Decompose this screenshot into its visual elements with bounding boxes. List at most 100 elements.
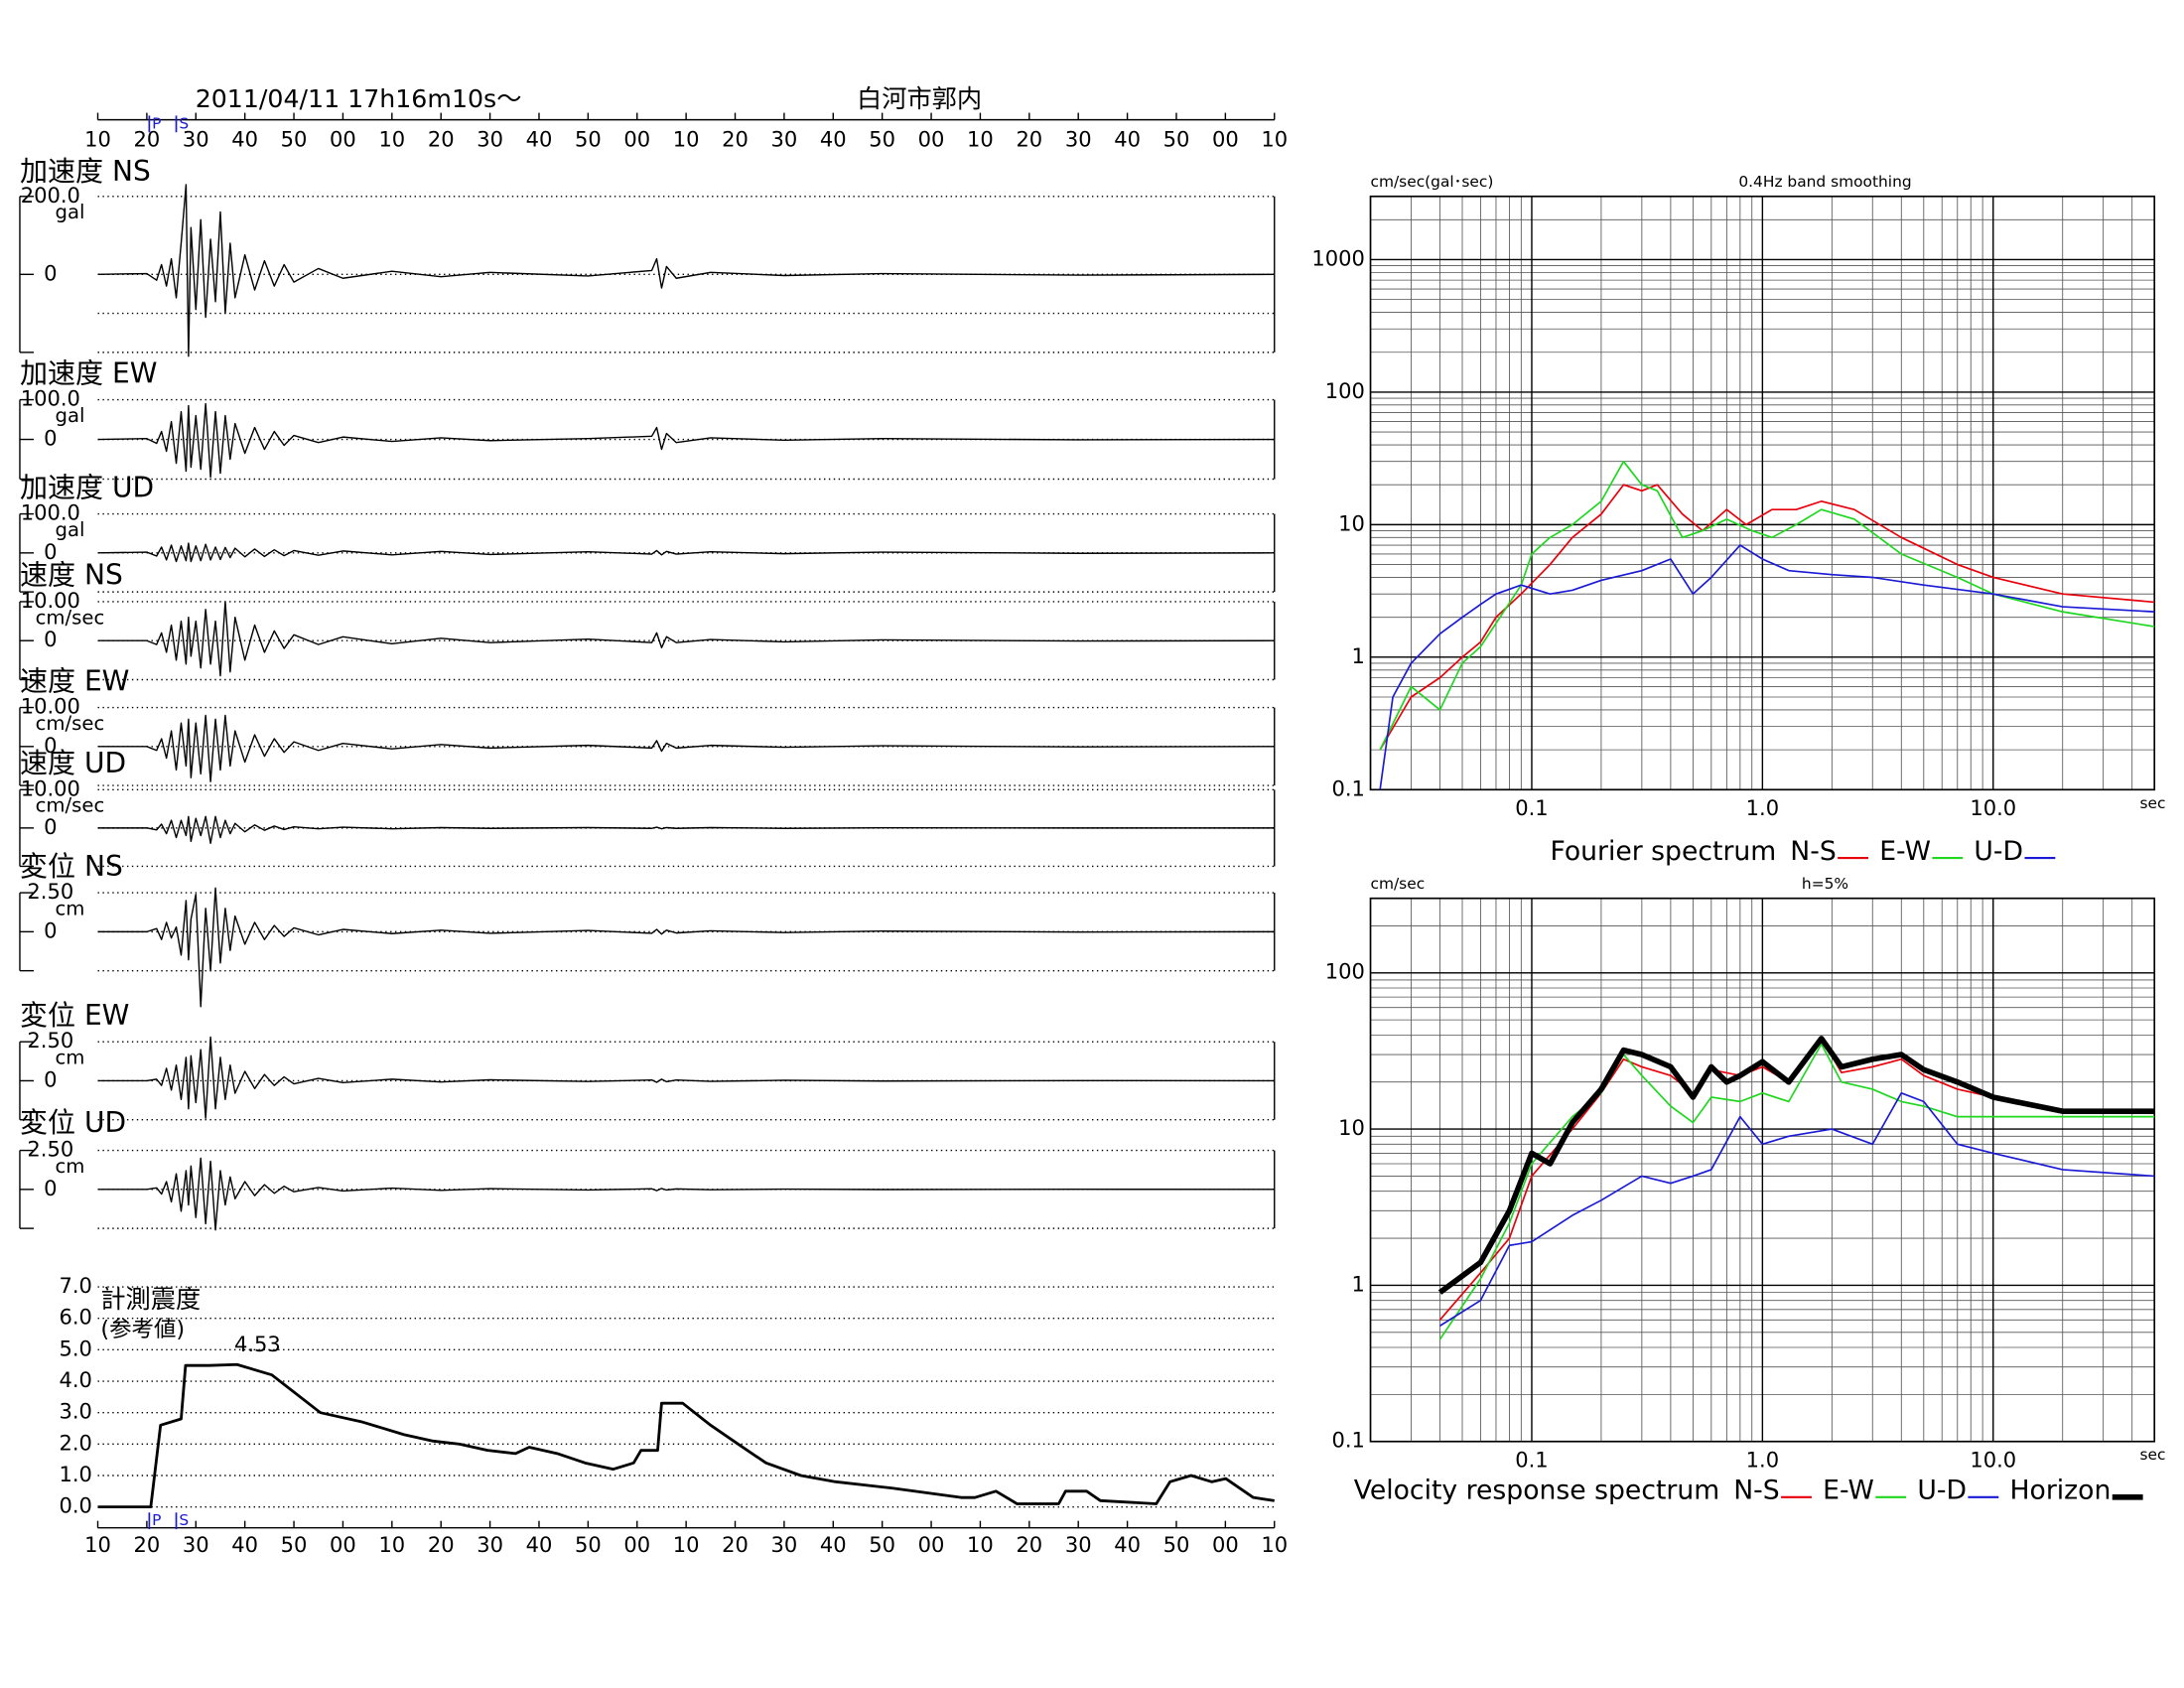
x-tick-label: 20 (134, 1532, 161, 1557)
waveform (97, 402, 1275, 479)
x-tick-label: 10 (84, 1532, 111, 1557)
unit-label: cm (56, 897, 85, 919)
panel-title: 変位 NS (20, 850, 123, 883)
x-tick-label: 30 (771, 1532, 798, 1557)
panel-title: 変位 UD (20, 1106, 126, 1139)
waveform (97, 1036, 1275, 1119)
y-axis-label: cm/sec(gal･sec) (1371, 173, 1494, 191)
x-tick-label: 00 (918, 127, 945, 152)
y-tick-label: 1000 (1311, 245, 1364, 270)
x-tick-label: 00 (623, 1532, 650, 1557)
x-tick-label: 20 (722, 1532, 749, 1557)
peak-annotation: 4.53 (234, 1332, 281, 1356)
waveform (97, 887, 1275, 1008)
unit-label: cm (56, 1047, 85, 1069)
panel-title: 変位 EW (20, 999, 129, 1032)
y-tick-label: 100.0 (21, 386, 80, 411)
y-tick-label: 5.0 (59, 1336, 91, 1360)
x-tick-label: 40 (1114, 127, 1141, 152)
unit-label: cm/sec (36, 794, 105, 817)
x-tick-label: 50 (575, 127, 602, 152)
legend-label: Horizon (2009, 1476, 2111, 1506)
y-tick-label: 10.00 (21, 775, 80, 800)
panel-title: 加速度 NS (20, 155, 151, 188)
x-tick-label: 10.0 (1970, 795, 2016, 820)
y-tick-label: 0 (44, 627, 57, 651)
x-tick-label: 00 (623, 127, 650, 152)
legend-label: N-S (1790, 836, 1836, 867)
legend-title: Velocity response spectrum (1354, 1476, 1720, 1506)
x-tick-label: 50 (1163, 127, 1190, 152)
y-tick-label: 0 (44, 426, 57, 451)
x-tick-label: 20 (1016, 127, 1042, 152)
x-tick-label: 00 (330, 127, 356, 152)
y-tick-label: 2.0 (59, 1430, 91, 1455)
x-tick-label: 1.0 (1746, 1447, 1779, 1472)
x-tick-label: 30 (1065, 127, 1092, 152)
x-tick-label: 10.0 (1970, 1447, 2016, 1472)
y-tick-label: 1 (1352, 1271, 1365, 1296)
x-tick-label: 30 (771, 127, 798, 152)
y-tick-label: 100.0 (21, 500, 80, 525)
waveform (97, 1157, 1275, 1231)
y-tick-label: 200.0 (21, 183, 80, 208)
waveform (97, 542, 1275, 563)
unit-label: gal (55, 518, 84, 541)
phase-label: P (152, 1511, 161, 1529)
y-tick-label: 10 (1338, 510, 1365, 535)
panel-title: 速度 EW (20, 664, 129, 697)
y-tick-label: 0.0 (59, 1493, 91, 1518)
x-tick-label: 10 (1261, 127, 1288, 152)
legend-label: E-W (1823, 1476, 1874, 1506)
x-tick-label: 50 (869, 1532, 895, 1557)
x-tick-label: 30 (477, 1532, 503, 1557)
unit-label: gal (55, 404, 84, 427)
x-tick-label: 40 (231, 1532, 258, 1557)
panel-title: 速度 UD (20, 747, 126, 779)
x-tick-label: 10 (84, 127, 111, 152)
spectrum-line (1379, 484, 2155, 751)
x-tick-label: 20 (722, 127, 749, 152)
x-tick-label: 20 (1016, 1532, 1042, 1557)
y-tick-label: 6.0 (59, 1305, 91, 1330)
subtitle: h=5% (1802, 875, 1848, 893)
x-tick-label: 0.1 (1515, 795, 1548, 820)
legend-label: U-D (1974, 836, 2023, 867)
x-tick-label: 1.0 (1746, 795, 1779, 820)
x-tick-label: 10 (378, 1532, 405, 1557)
x-tick-label: 30 (477, 127, 503, 152)
x-tick-label: 50 (281, 1532, 308, 1557)
y-tick-label: 0 (44, 260, 57, 285)
waveform (97, 601, 1275, 677)
panel-title: 加速度 UD (20, 471, 154, 503)
waveform (97, 184, 1275, 357)
x-tick-label: 40 (526, 127, 553, 152)
x-tick-label: 40 (1114, 1532, 1141, 1557)
unit-label: cm (56, 1155, 85, 1178)
x-tick-label: 40 (526, 1532, 553, 1557)
unit-label: cm/sec (36, 606, 105, 629)
legend-label: U-D (1917, 1476, 1967, 1506)
unit-label: gal (55, 201, 84, 223)
x-tick-label: 20 (428, 1532, 455, 1557)
spectrum-line (1438, 1038, 2155, 1321)
x-tick-label: 50 (575, 1532, 602, 1557)
x-tick-label: 10 (378, 127, 405, 152)
y-tick-label: 10.00 (21, 588, 80, 613)
y-tick-label: 1.0 (59, 1462, 91, 1486)
intensity-line (97, 1362, 1275, 1509)
phase-label: P (152, 114, 161, 132)
panel-title: 加速度 EW (20, 356, 158, 389)
y-tick-label: 0.1 (1331, 775, 1364, 800)
x-tick-label: 10 (967, 1532, 994, 1557)
unit-label: cm/sec (36, 712, 105, 735)
y-axis-label: cm/sec (1371, 875, 1426, 893)
y-tick-label: 0 (44, 1066, 57, 1091)
waveform (97, 815, 1275, 844)
y-tick-label: 10.00 (21, 694, 80, 719)
subtitle: 0.4Hz band smoothing (1738, 173, 1911, 191)
x-tick-label: 10 (673, 1532, 700, 1557)
x-tick-label: 50 (869, 127, 895, 152)
y-tick-label: 3.0 (59, 1399, 91, 1424)
